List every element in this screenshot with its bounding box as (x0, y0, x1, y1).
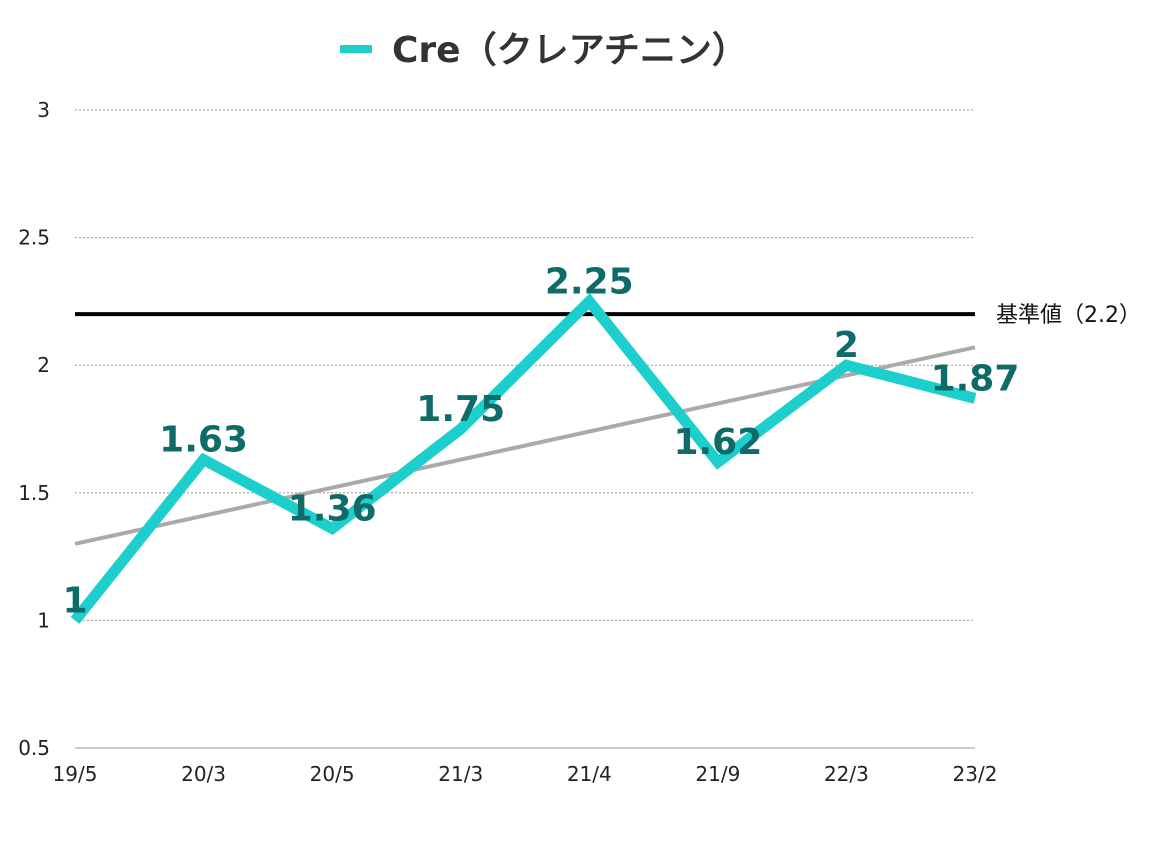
x-tick-label: 20/3 (181, 762, 226, 786)
data-label: 1.62 (673, 422, 762, 463)
x-tick-label: 22/3 (824, 762, 869, 786)
data-label: 1.87 (931, 358, 1020, 399)
reference-line: 基準値（2.2） (75, 303, 1141, 328)
x-tick-label: 20/5 (310, 762, 355, 786)
series-line-cre (70, 293, 977, 624)
y-axis-ticks: 0.5 1 1.5 2 2.5 3 (18, 98, 50, 760)
legend: Cre（クレアチニン） (340, 30, 748, 71)
x-tick-label: 23/2 (953, 762, 998, 786)
x-tick-label: 21/4 (567, 762, 612, 786)
data-label: 1.36 (288, 489, 377, 530)
y-tick-label: 1 (37, 608, 50, 632)
data-label: 2.25 (545, 261, 634, 302)
x-tick-label: 21/3 (438, 762, 483, 786)
data-label: 2 (834, 325, 859, 366)
data-label: 1 (62, 580, 87, 621)
y-tick-label: 2.5 (18, 226, 50, 250)
data-label: 1.63 (159, 420, 248, 461)
y-tick-label: 2 (37, 353, 50, 377)
x-axis-ticks: 19/5 20/3 20/5 21/3 21/4 21/9 22/3 23/2 (53, 762, 998, 786)
y-tick-label: 0.5 (18, 736, 50, 760)
y-tick-label: 1.5 (18, 481, 50, 505)
gridlines (75, 109, 975, 621)
x-tick-label: 19/5 (53, 762, 98, 786)
data-label: 1.75 (416, 389, 505, 430)
legend-label: Cre（クレアチニン） (392, 30, 748, 71)
reference-line-label: 基準値（2.2） (996, 303, 1141, 328)
x-tick-label: 21/9 (695, 762, 740, 786)
y-tick-label: 3 (37, 98, 50, 122)
data-labels: 1 1.63 1.36 1.75 2.25 1.62 2 1.87 (62, 261, 1019, 621)
